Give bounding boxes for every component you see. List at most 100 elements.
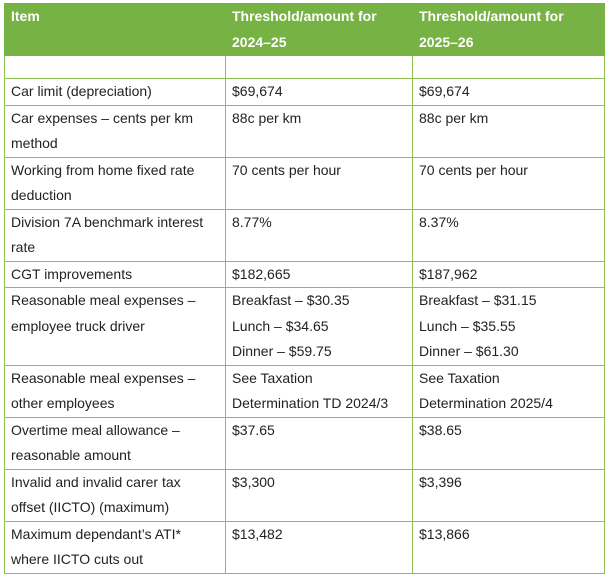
cell: $69,674 — [225, 78, 413, 106]
cell-text: Reasonable meal expenses – — [11, 369, 196, 386]
cell-text: 8.77% — [232, 213, 272, 230]
table-row: Division 7A benchmark interest rate 8.77% 8… — [4, 208, 605, 262]
cell: $13,482 — [225, 520, 413, 574]
cell-text: Overtime meal allowance – — [11, 421, 180, 438]
cell-text: Division 7A benchmark interest — [11, 213, 204, 230]
cell-text: $3,396 — [419, 473, 462, 490]
table-row: Car limit (depreciation) $69,674 $69,674 — [4, 78, 605, 106]
table-row: Car expenses – cents per km method 88c per… — [4, 104, 605, 158]
cell-text: $13,866 — [419, 525, 470, 542]
cell-text: Invalid and invalid carer tax — [11, 473, 181, 490]
table-body: Car limit (depreciation) $69,674 $69,674 Ca… — [4, 55, 605, 574]
cell: $182,665 — [225, 260, 413, 288]
cell-text: 70 cents per hour — [232, 161, 341, 178]
cell: 70 cents per hour — [412, 156, 605, 210]
cell: $3,300 — [225, 468, 413, 522]
cell-text: Lunch – $34.65 — [232, 317, 329, 334]
cell: $38.65 — [412, 416, 605, 470]
cell: Car expenses – cents per km method — [4, 104, 226, 158]
cell-text: $37.65 — [232, 421, 275, 438]
cell: CGT improvements — [4, 260, 226, 288]
cell-text: $69,674 — [419, 83, 470, 99]
cell: Invalid and invalid carer tax offset (IIC… — [4, 468, 226, 522]
cell: 8.77% — [225, 208, 413, 262]
cell-text: Item — [11, 8, 40, 24]
cell-text: Reasonable meal expenses – — [11, 292, 196, 308]
cell-text: Car limit (depreciation) — [11, 83, 152, 99]
table-row: CGT improvements $182,665 $187,962 — [4, 260, 605, 288]
cell-text: $38.65 — [419, 421, 462, 438]
table-header: Item Threshold/amount for 2024–25 Threshold… — [4, 3, 605, 56]
cell-text: where IICTO cuts out — [11, 551, 144, 567]
cell-text: $182,665 — [232, 265, 291, 282]
table-row: Invalid and invalid carer tax offset (IIC… — [4, 468, 605, 522]
cell: 8.37% — [412, 208, 605, 262]
cell-text: Determination TD 2024/3 — [232, 395, 389, 411]
cell: Threshold/amount for 2024–25 — [225, 3, 413, 56]
cell-text: Determination 2025/4 — [419, 395, 553, 411]
cell: Item — [4, 3, 226, 56]
cell: $69,674 — [412, 78, 605, 106]
table-row: Maximum dependant’s ATI* where IICTO cuts… — [4, 520, 605, 574]
cell: 70 cents per hour — [225, 156, 413, 210]
cell-text: $187,962 — [419, 265, 478, 282]
cell: Breakfast – $30.35 Lunch – $34.65 Dinner –… — [225, 287, 413, 366]
cell: 88c per km — [412, 104, 605, 158]
cell-text: Maximum dependant’s ATI* — [11, 525, 181, 542]
cell: Maximum dependant’s ATI* where IICTO cuts… — [4, 520, 226, 574]
cell-text: 70 cents per hour — [419, 161, 528, 178]
cell-text: reasonable amount — [11, 447, 131, 463]
cell: Reasonable meal expenses – employee truck… — [4, 287, 226, 366]
cell-text: offset (IICTO) (maximum) — [11, 499, 170, 515]
cell: Working from home fixed rate deduction — [4, 156, 226, 210]
cell — [225, 55, 413, 79]
cell-text: Dinner – $59.75 — [232, 343, 332, 359]
cell-text: employee truck driver — [11, 317, 145, 334]
cell: $3,396 — [412, 468, 605, 522]
cell-text: $69,674 — [232, 83, 283, 99]
cell: Car limit (depreciation) — [4, 78, 226, 106]
cell-text: Threshold/amount for — [419, 8, 564, 24]
cell: $187,962 — [412, 260, 605, 288]
cell-text: $3,300 — [232, 473, 275, 490]
cell-text: rate — [11, 239, 36, 255]
cell-text: Breakfast – $30.35 — [232, 292, 350, 308]
cell — [412, 55, 605, 79]
cell: Breakfast – $31.15 Lunch – $35.55 Dinner –… — [412, 287, 605, 366]
cell-text: method — [11, 135, 58, 151]
cell: Division 7A benchmark interest rate — [4, 208, 226, 262]
cell-text: other employees — [11, 395, 115, 411]
cell-text: Threshold/amount for — [232, 8, 377, 24]
cell-text: 88c per km — [419, 109, 489, 126]
cell: See Taxation Determination 2025/4 — [412, 364, 605, 418]
cell: Overtime meal allowance – reasonable amou… — [4, 416, 226, 470]
cell: 88c per km — [225, 104, 413, 158]
table-row: Reasonable meal expenses – other employee… — [4, 364, 605, 418]
cell-text: See Taxation — [419, 369, 500, 386]
cell-text: 88c per km — [232, 109, 302, 126]
cell-text: CGT improvements — [11, 265, 133, 282]
cell: Reasonable meal expenses – other employee… — [4, 364, 226, 418]
cell-text: Working from home fixed rate — [11, 161, 195, 178]
cell-text: Lunch – $35.55 — [419, 317, 516, 334]
table-row: Working from home fixed rate deduction 70 … — [4, 156, 605, 210]
cell-text: Breakfast – $31.15 — [419, 292, 537, 308]
threshold-table: Item Threshold/amount for 2024–25 Threshold… — [4, 3, 605, 574]
cell — [4, 55, 226, 79]
cell-text: See Taxation — [232, 369, 313, 386]
table-row: Overtime meal allowance – reasonable amou… — [4, 416, 605, 470]
header-row: Item Threshold/amount for 2024–25 Threshold… — [4, 3, 605, 56]
spacer-row — [4, 55, 605, 79]
cell-text: 8.37% — [419, 213, 459, 230]
cell-text: Dinner – $61.30 — [419, 343, 519, 359]
cell: $13,866 — [412, 520, 605, 574]
cell-text: Car expenses – cents per km — [11, 109, 194, 126]
cell: See Taxation Determination TD 2024/3 — [225, 364, 413, 418]
table-row: Reasonable meal expenses – employee truck… — [4, 287, 605, 366]
cell-text: 2024–25 — [232, 33, 287, 50]
cell-text: 2025–26 — [419, 33, 474, 50]
cell-text: $13,482 — [232, 525, 283, 542]
cell: Threshold/amount for 2025–26 — [412, 3, 605, 56]
cell: $37.65 — [225, 416, 413, 470]
